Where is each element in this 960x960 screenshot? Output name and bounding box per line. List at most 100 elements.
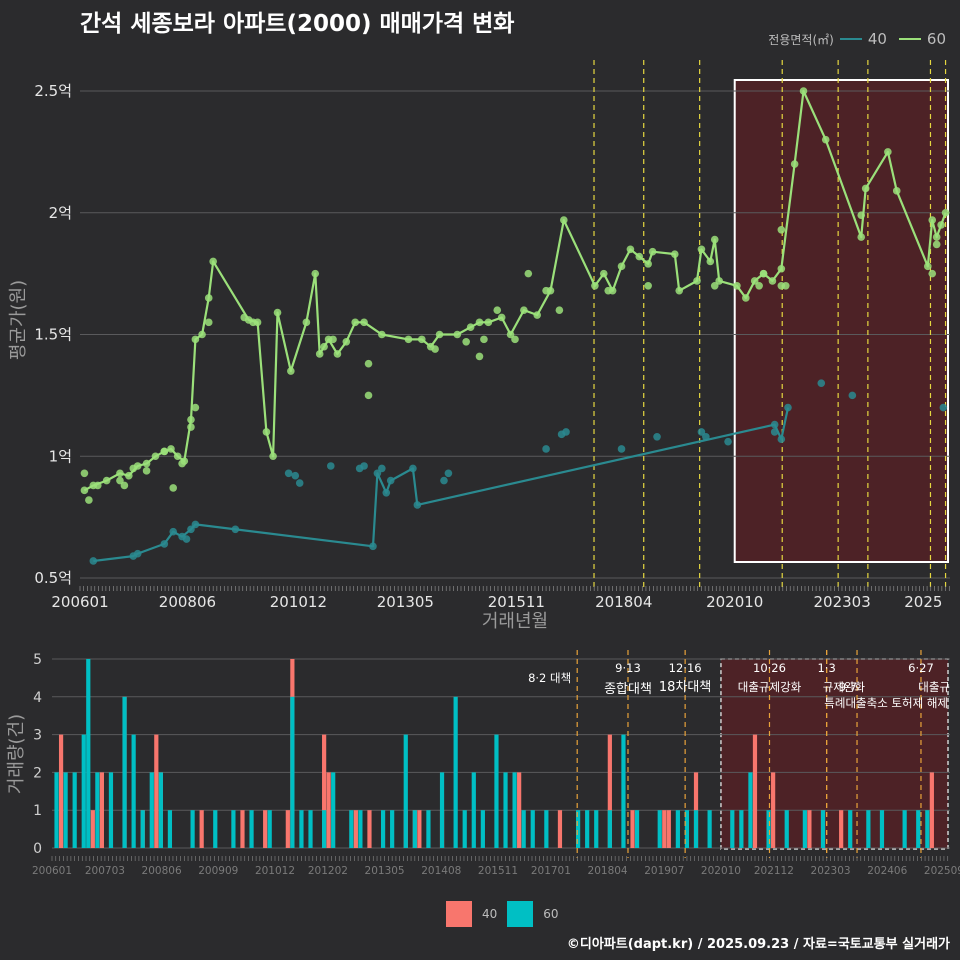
volume-legend: 40 60 xyxy=(446,901,559,927)
volume-bar-60 xyxy=(503,772,508,848)
series-60-point xyxy=(599,269,608,278)
volume-bar-60 xyxy=(380,810,386,848)
volume-bar-60 xyxy=(739,810,744,848)
volume-bar-60 xyxy=(349,810,354,848)
series-60-point xyxy=(750,277,759,285)
policy-annotation: 1·3 xyxy=(817,661,835,675)
series-40-point xyxy=(295,479,304,487)
legend-40-label: 40 xyxy=(867,30,887,48)
volume-bar-60 xyxy=(299,810,304,848)
series-40-point xyxy=(187,525,195,534)
legend-40-line-icon xyxy=(839,38,862,40)
series-60-point xyxy=(209,257,217,266)
series-60-point xyxy=(475,352,484,361)
chart-title: 간석 세종보라 아파트(2000) 매매가격 변화 xyxy=(80,11,515,37)
volume-x-tick-label: 201907 xyxy=(644,865,684,877)
volume-bar-60 xyxy=(231,810,236,848)
series-40-point xyxy=(848,391,857,400)
volume-bar-40 xyxy=(807,810,812,848)
volume-bar-40 xyxy=(285,810,290,848)
series-60-point xyxy=(187,415,195,424)
series-40-point xyxy=(409,464,417,473)
volume-bar-60 xyxy=(802,810,807,848)
volume-bar-60 xyxy=(63,772,68,848)
x-tick-label: 201305 xyxy=(377,593,434,611)
volume-x-tick-label: 200806 xyxy=(142,865,182,877)
series-40-point xyxy=(562,428,570,436)
series-60-point xyxy=(768,277,777,285)
series-60-point xyxy=(240,313,249,322)
volume-bar-40 xyxy=(607,734,612,848)
volume-bar-40 xyxy=(367,810,372,848)
volume-bar-40 xyxy=(929,772,934,848)
series-60-point xyxy=(635,252,644,261)
y-tick-label: 1.5억 xyxy=(34,326,72,344)
series-40-point xyxy=(653,432,661,441)
series-60-point xyxy=(644,260,652,268)
series-60-point xyxy=(591,282,599,290)
volume-bar-60 xyxy=(412,810,417,848)
series-60-point xyxy=(497,313,506,322)
series-60-point xyxy=(417,335,426,344)
series-60-point xyxy=(191,403,200,412)
x-axis-title: 거래년월 xyxy=(482,611,548,632)
y-tick-label: 1억 xyxy=(49,447,72,465)
series-40-point xyxy=(817,379,826,388)
volume-bar-40 xyxy=(353,810,358,848)
series-60-point xyxy=(777,225,786,234)
series-60-point xyxy=(644,282,652,290)
volume-x-tick-label: 201804 xyxy=(588,865,628,877)
policy-annotation: 18차대책 xyxy=(659,680,711,695)
volume-bar-60 xyxy=(594,810,599,848)
series-60-point xyxy=(533,311,541,319)
series-60-point xyxy=(129,464,138,473)
series-60-point xyxy=(351,318,360,327)
series-60-point xyxy=(821,135,830,144)
series-60-point xyxy=(892,187,901,195)
series-60-point xyxy=(928,216,937,224)
policy-annotation: 12·16 xyxy=(669,661,702,675)
legend-60-label-bottom: 60 xyxy=(543,907,559,921)
series-60-point xyxy=(116,476,124,485)
volume-x-tick-label: 201305 xyxy=(365,865,405,877)
price-chart: 0.5억 1억 1.5억 2억 2.5억 200601 200806 201012 201305… xyxy=(8,60,950,632)
volume-bar-60 xyxy=(213,810,218,848)
series-60-point xyxy=(506,330,515,339)
highlight-region xyxy=(733,79,949,563)
source-caption: ©디아파트(dapt.kr) / 2025.09.23 / 자료=국토교통부 실… xyxy=(566,937,950,952)
volume-bar-60 xyxy=(131,734,136,848)
series-60-point xyxy=(342,338,351,346)
volume-y-axis-title: 거래량(건) xyxy=(6,714,27,794)
series-60-point xyxy=(884,148,892,156)
series-60-point xyxy=(364,391,373,400)
series-60-point xyxy=(80,469,89,478)
x-tick-label: 201804 xyxy=(595,593,652,611)
legend-40-swatch-icon xyxy=(446,901,472,927)
volume-bar-40 xyxy=(517,772,522,848)
volume-x-tick-label: 202112 xyxy=(754,865,794,877)
volume-bar-60 xyxy=(707,810,712,848)
volume-bar-40 xyxy=(240,810,245,848)
series-40-point xyxy=(784,403,792,412)
series-40-point xyxy=(770,428,779,436)
volume-bar-40 xyxy=(263,810,268,848)
series-60-point xyxy=(706,257,715,266)
series-60-point xyxy=(466,323,475,331)
policy-annotation: 대출규제강화 xyxy=(738,680,802,694)
volume-bar-60 xyxy=(784,810,789,848)
volume-bar-60 xyxy=(607,810,612,848)
series-40-point xyxy=(326,462,335,470)
policy-annotation: 6·27 xyxy=(908,661,934,675)
series-60-point xyxy=(675,286,684,295)
x-tick-label: 200601 xyxy=(51,593,108,611)
series-60-point xyxy=(435,330,444,339)
volume-bar-60 xyxy=(902,810,907,848)
volume-x-tick-label: 200703 xyxy=(85,865,125,877)
series-40-point xyxy=(160,540,169,548)
series-60-point xyxy=(604,286,613,295)
series-60-point xyxy=(269,452,277,461)
series-40-point xyxy=(386,476,395,485)
series-40-point xyxy=(133,549,142,558)
series-60-point xyxy=(302,318,311,327)
volume-bar-60 xyxy=(267,810,272,848)
